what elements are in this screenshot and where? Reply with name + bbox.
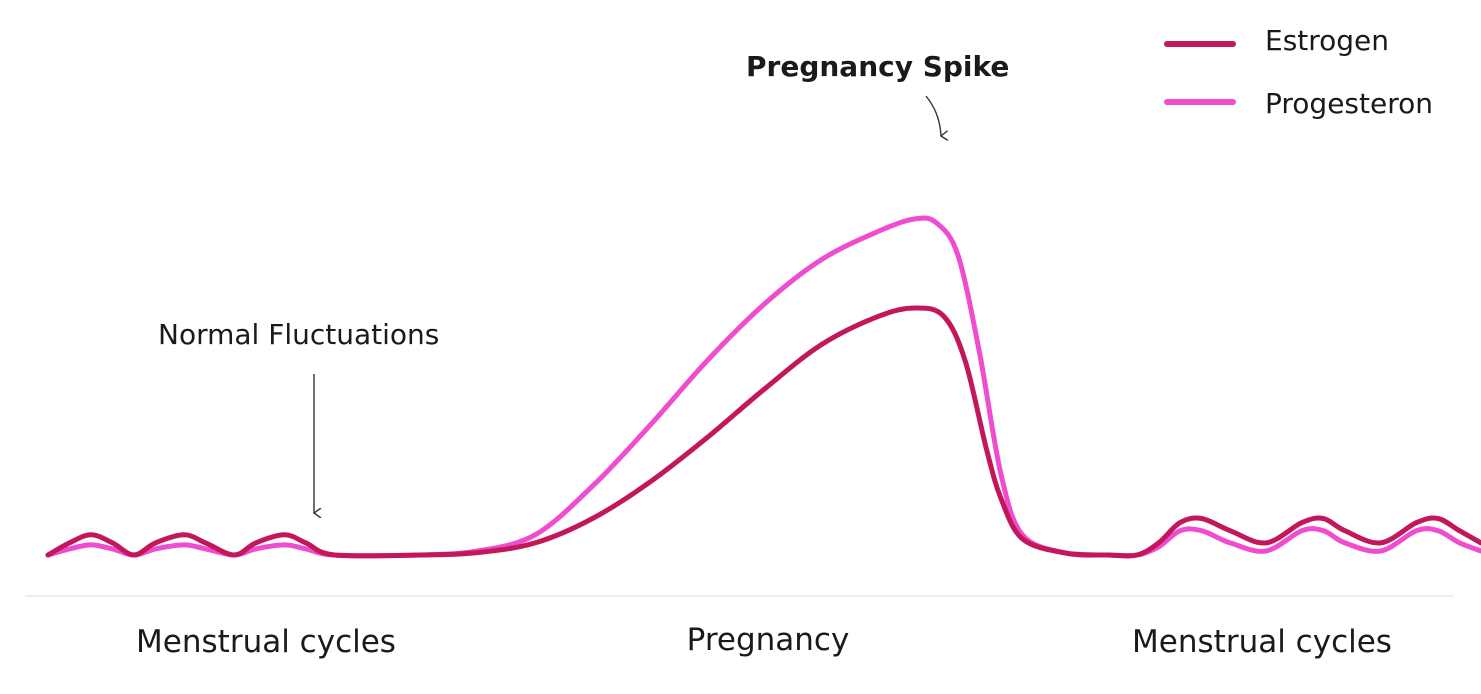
annotation-label: Pregnancy Spike <box>746 50 1009 83</box>
annotation-pregnancy-spike: Pregnancy Spike <box>746 50 1009 136</box>
annotation-normal-fluctuations: Normal Fluctuations <box>158 318 439 513</box>
series-line-progesteron <box>45 215 1481 559</box>
series-line-estrogen <box>45 305 1481 559</box>
phase-labels: Menstrual cycles Pregnancy Menstrual cyc… <box>136 622 1392 660</box>
phase-label-menstrual-cycles-end: Menstrual cycles <box>1132 624 1392 660</box>
annotation-label: Normal Fluctuations <box>158 318 439 351</box>
series-lines <box>45 215 1481 559</box>
legend: Estrogen Progesteron <box>1164 24 1433 120</box>
phase-label-pregnancy: Pregnancy <box>687 622 850 658</box>
phase-label-menstrual-cycles-start: Menstrual cycles <box>136 624 396 660</box>
legend-label-progesteron: Progesteron <box>1265 87 1433 120</box>
legend-label-estrogen: Estrogen <box>1265 24 1389 57</box>
annotation-arrow <box>925 95 941 136</box>
